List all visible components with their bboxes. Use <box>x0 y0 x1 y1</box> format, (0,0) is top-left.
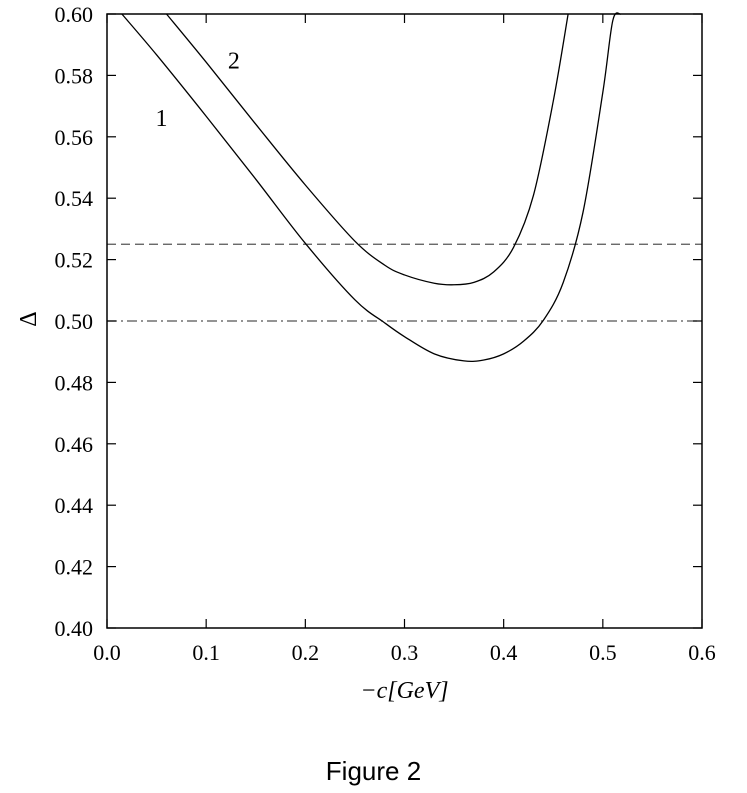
x-tick-label: 0.3 <box>391 640 419 665</box>
curve-series-1 <box>121 12 622 363</box>
y-tick-label: 0.58 <box>55 63 94 88</box>
x-axis-label: −c[GeV] <box>360 678 448 704</box>
reference-lines <box>107 243 702 322</box>
y-tick-label: 0.56 <box>55 125 94 150</box>
y-tick-label: 0.60 <box>55 2 94 27</box>
x-tick-label: 0.1 <box>192 640 220 665</box>
tick-labels: 0.0 0.1 0.2 0.3 0.4 0.5 0.6 0.40 0.42 0.44 0.46 0.4… <box>55 2 716 665</box>
y-tick-label: 0.50 <box>55 309 94 334</box>
curve-label-2: 2 <box>228 49 240 75</box>
x-tick-label: 0.2 <box>292 640 320 665</box>
x-tick-label: 0.5 <box>589 640 617 665</box>
y-tick-label: 0.52 <box>55 248 94 273</box>
y-axis-label: Δ <box>16 311 42 326</box>
axis-ticks <box>106 13 703 629</box>
series-group <box>121 12 622 363</box>
y-tick-label: 0.48 <box>55 370 94 395</box>
x-tick-label: 0.6 <box>688 640 716 665</box>
curve-annotations: 12 <box>156 49 240 132</box>
y-tick-label: 0.46 <box>55 432 94 457</box>
figure-caption: Figure 2 <box>325 756 422 786</box>
line-chart: 0.0 0.1 0.2 0.3 0.4 0.5 0.6 0.40 0.42 0.44 0.46 0.4… <box>16 2 716 704</box>
curve-label-1: 1 <box>156 106 168 132</box>
x-tick-label: 0.4 <box>490 640 518 665</box>
curve-series-2 <box>165 13 569 286</box>
x-tick-label: 0.0 <box>93 640 121 665</box>
y-tick-label: 0.44 <box>55 493 94 518</box>
y-tick-label: 0.54 <box>55 186 94 211</box>
y-tick-label: 0.42 <box>55 555 94 580</box>
y-tick-label: 0.40 <box>55 616 94 641</box>
